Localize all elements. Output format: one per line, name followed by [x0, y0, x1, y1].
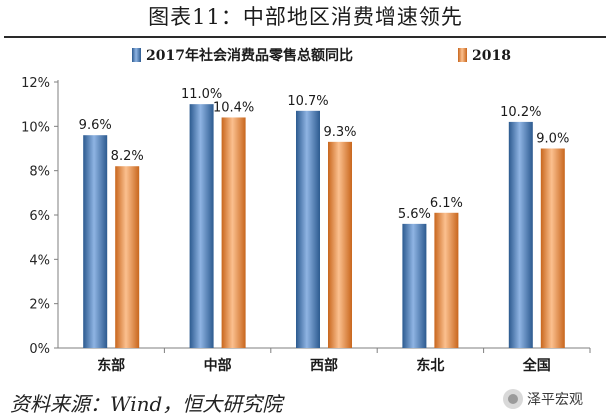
- x-tick-label: 东部: [97, 357, 125, 374]
- x-tick-label: 中部: [204, 357, 232, 374]
- legend-item-2018-swatch: [458, 48, 467, 62]
- data-label: 8.2%: [111, 149, 144, 164]
- data-label: 5.6%: [398, 207, 431, 222]
- data-label: 11.0%: [181, 87, 222, 102]
- y-tick-label: 6%: [29, 209, 50, 224]
- watermark-text: 泽平宏观: [527, 392, 583, 408]
- y-tick-label: 12%: [21, 76, 50, 91]
- y-tick-label: 2%: [29, 298, 50, 313]
- data-label: 10.7%: [287, 94, 328, 109]
- wechat-logo-icon: [503, 389, 523, 409]
- bar-2018: [434, 212, 459, 348]
- bar-2018: [221, 117, 246, 348]
- data-label: 9.6%: [79, 118, 112, 133]
- bar-2017: [402, 223, 427, 348]
- bar-2017: [83, 135, 108, 348]
- source-note: 资料来源：Wind，恒大研究院: [10, 392, 283, 416]
- bar-2018: [328, 141, 352, 348]
- data-label: 9.3%: [323, 125, 356, 140]
- title-divider: [4, 36, 606, 38]
- bar-2017: [189, 104, 214, 349]
- bar-chart: 2017年社会消费品零售总额同比 2018 0% 2% 4% 6% 8% 10% 12% 东部 9.…: [21, 47, 591, 374]
- y-tick-label: 4%: [29, 253, 50, 268]
- data-label: 10.4%: [213, 100, 254, 115]
- y-tick-label: 8%: [29, 165, 50, 180]
- y-tick-label: 0%: [29, 342, 50, 357]
- bar-2017: [296, 110, 320, 348]
- y-tick-label: 10%: [21, 120, 50, 135]
- x-tick-label: 全国: [522, 357, 551, 374]
- data-label: 6.1%: [430, 196, 463, 211]
- data-label: 9.0%: [536, 132, 569, 147]
- bar-2018: [115, 166, 140, 348]
- x-tick-label: 东北: [416, 357, 444, 374]
- bar-2018: [540, 148, 565, 348]
- legend-item-2018-label: 2018: [472, 48, 511, 64]
- legend-item-2017-swatch: [132, 48, 141, 62]
- legend-item-2017-label: 2017年社会消费品零售总额同比: [146, 47, 353, 64]
- bar-2017: [508, 121, 533, 349]
- x-tick-label: 西部: [310, 357, 338, 374]
- page-title: 图表11：中部地区消费增速领先: [148, 5, 463, 29]
- watermark: 泽平宏观: [503, 388, 583, 410]
- data-label: 10.2%: [500, 105, 541, 120]
